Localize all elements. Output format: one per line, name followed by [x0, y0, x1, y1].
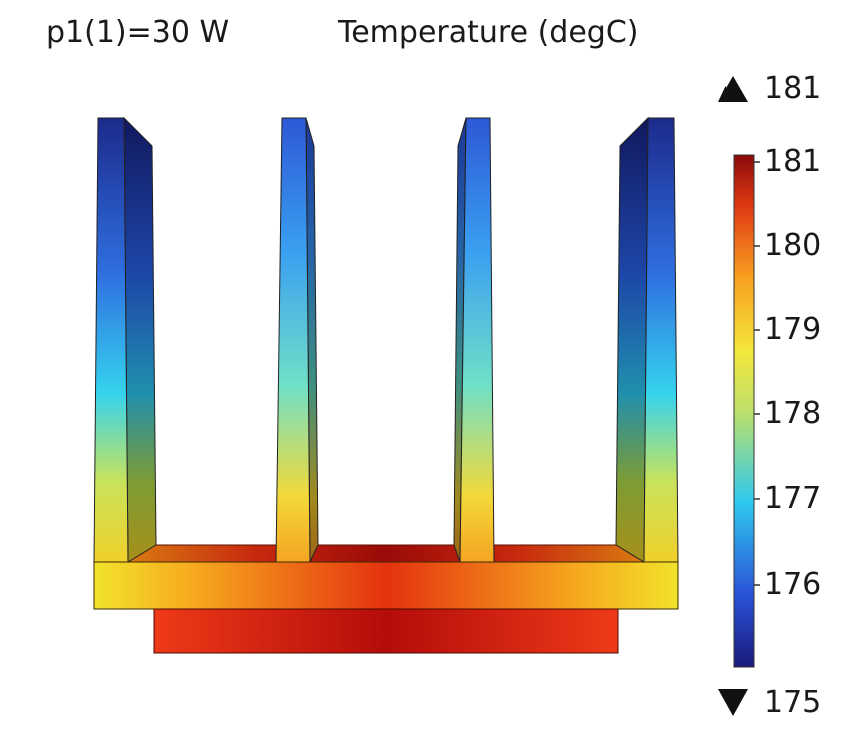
fin-inner-right: [453, 117, 495, 563]
fin-inner-left: [275, 117, 319, 563]
colorbar-max-value: 181: [764, 71, 822, 106]
fin-left-outer: [93, 116, 157, 563]
heat-source-pad: [153, 608, 619, 654]
colorbar-tick-label: 181: [764, 144, 822, 179]
colorbar-tick-label: 177: [764, 481, 822, 516]
base-plate: [93, 561, 679, 610]
colorbar-tick-label: 179: [764, 312, 822, 347]
base-top-face: [126, 544, 646, 563]
min-triangle-icon: [718, 689, 748, 716]
colorbar-min-value: 175: [764, 685, 822, 720]
colorbar-tick-marks: [754, 161, 760, 586]
plot-title: Temperature (degC): [338, 15, 639, 50]
colorbar-tick-label: 178: [764, 396, 822, 431]
colorbar: [733, 154, 755, 668]
param-label: p1(1)=30 W: [46, 15, 230, 50]
colorbar-tick-label: 176: [764, 567, 822, 602]
colorbar-tick-label: 180: [764, 228, 822, 263]
fin-right-outer: [615, 116, 679, 563]
